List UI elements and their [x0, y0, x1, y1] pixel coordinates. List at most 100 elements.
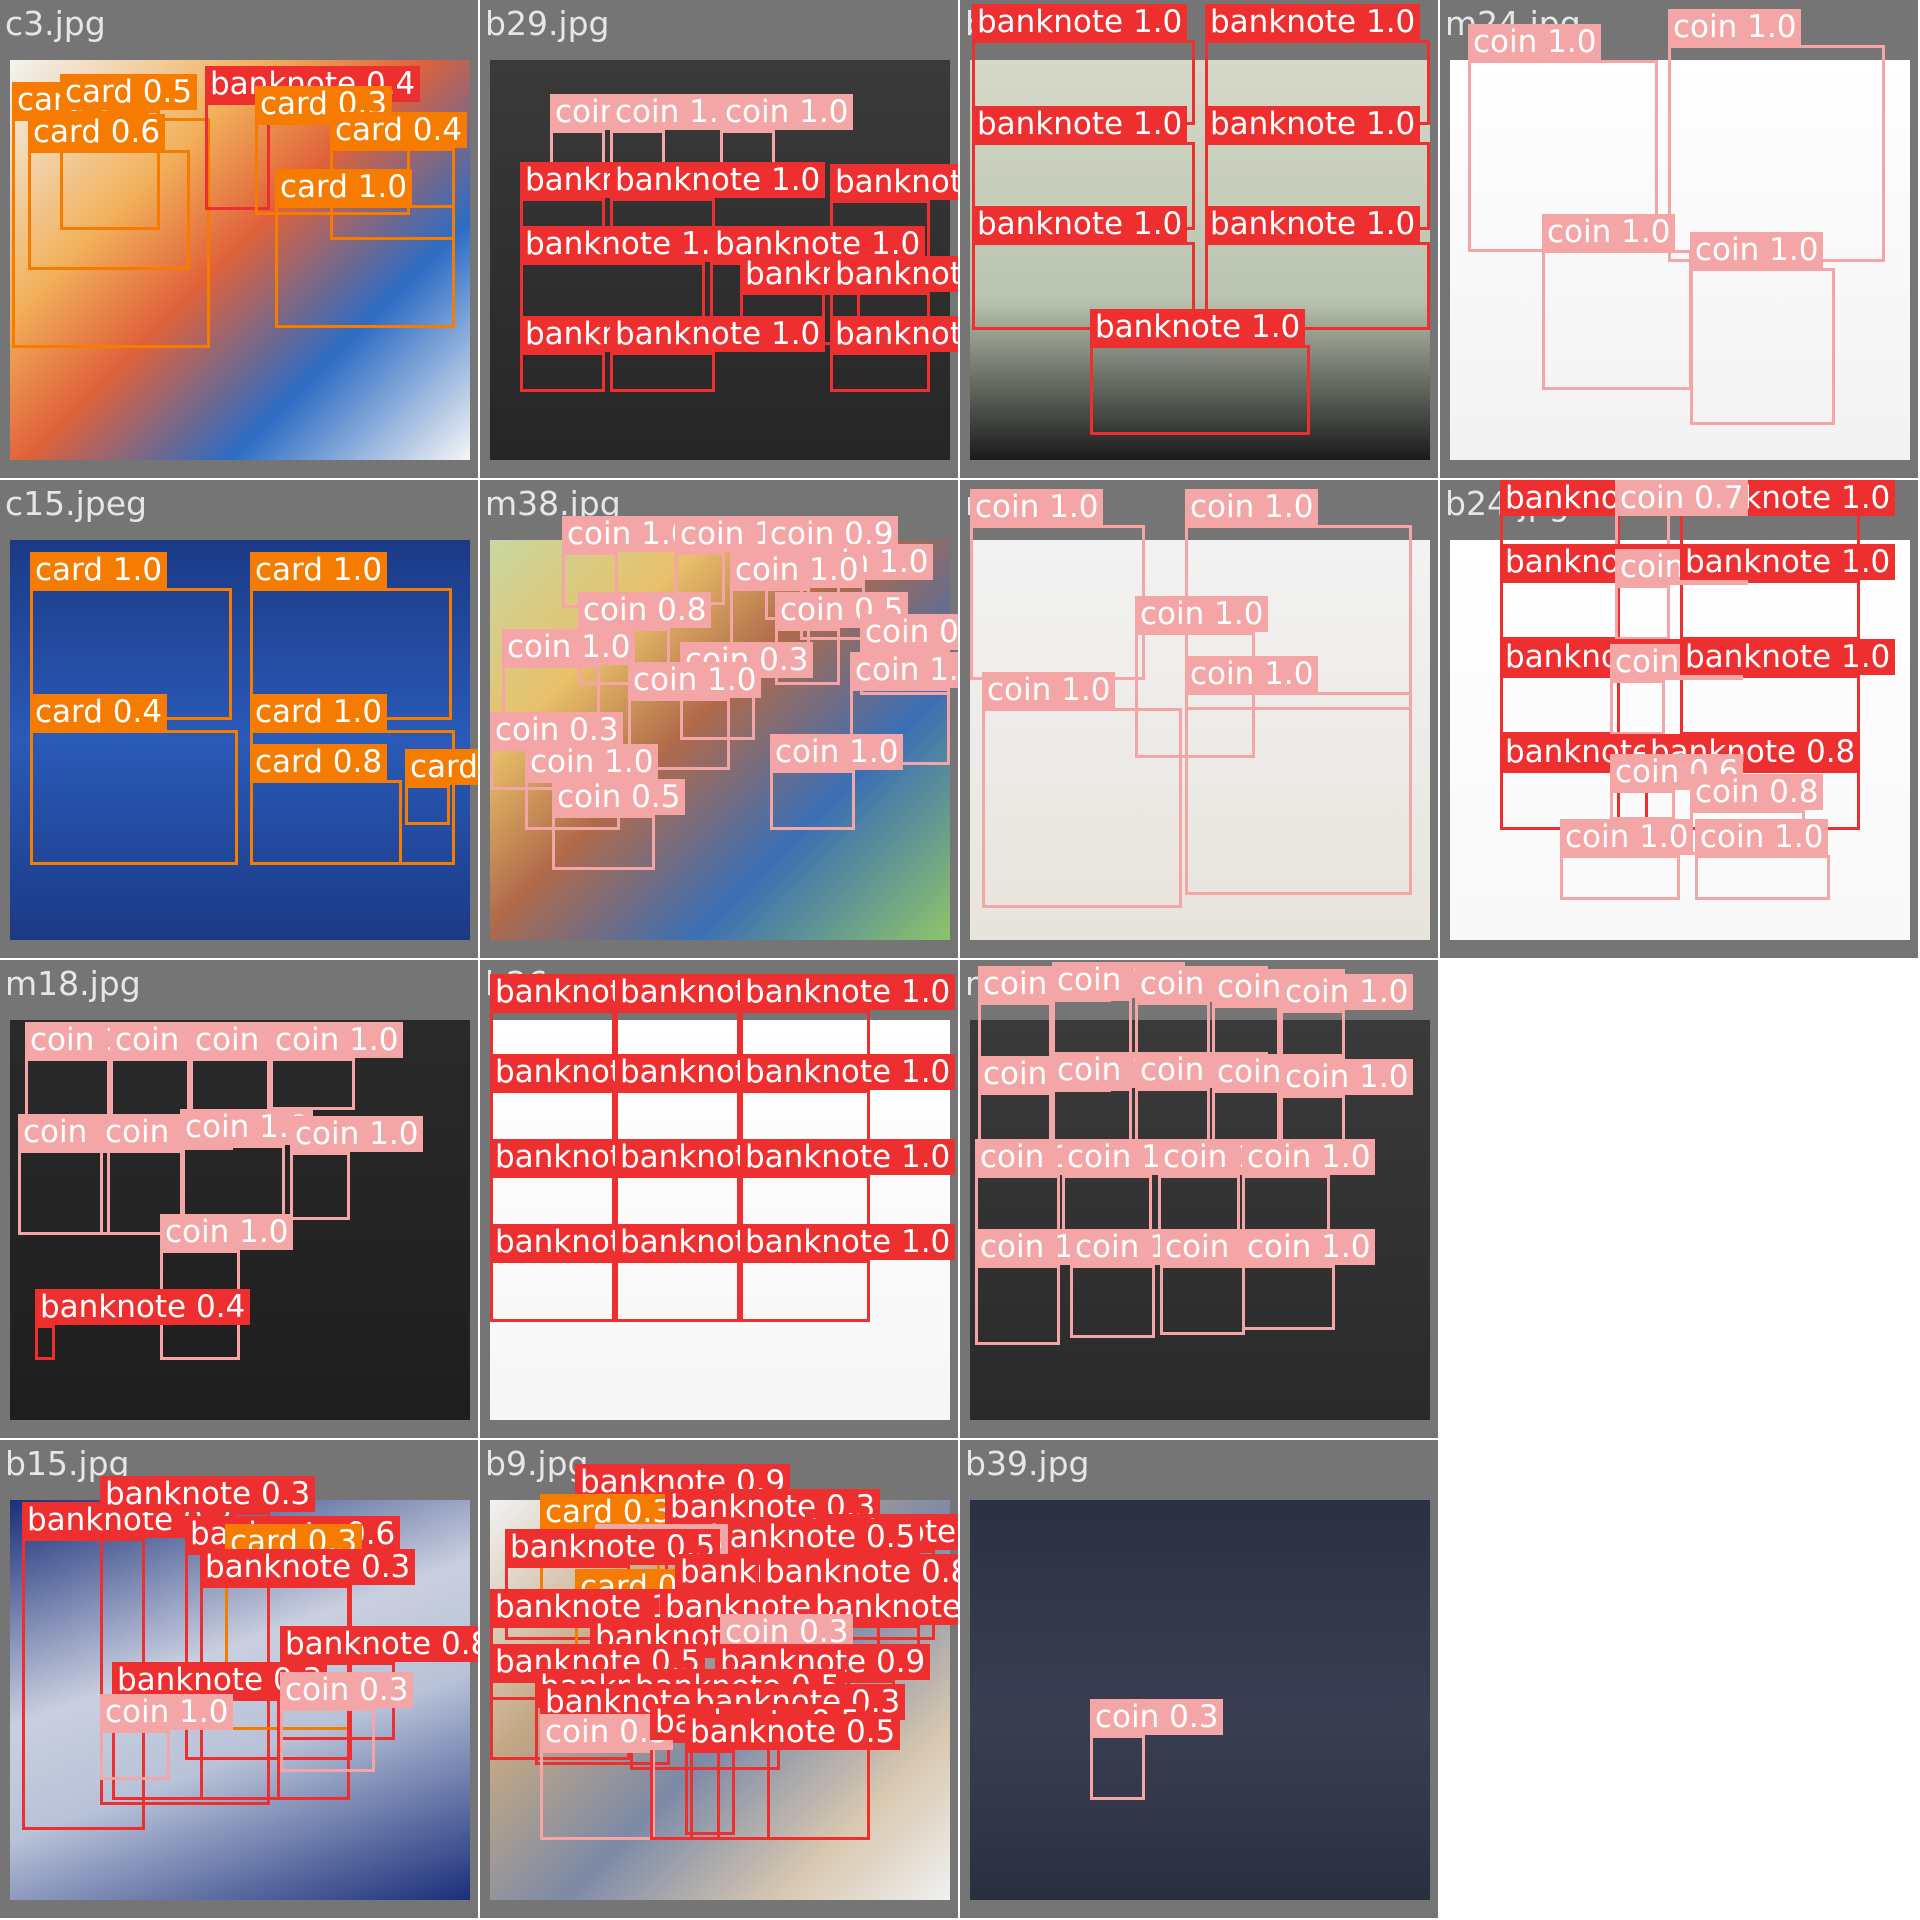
bbox-label: banknote 0.8: [280, 1626, 478, 1662]
bbox-label: coin 1.0: [628, 662, 762, 698]
bbox-label: coin 1.0: [562, 516, 696, 552]
bbox-coin: [770, 770, 855, 830]
bbox-label: coin 1.0: [1242, 1229, 1376, 1265]
bbox-label: coin 0.7: [1615, 480, 1749, 516]
bbox-label: banknote 0.3: [200, 1549, 416, 1585]
bbox-card: [275, 205, 455, 328]
bbox-label: coin 1.0: [1542, 214, 1676, 250]
bbox-banknote: [740, 1260, 870, 1322]
bbox-label: coin 1.0: [1242, 1139, 1376, 1175]
bbox-label: card 0.4: [30, 694, 168, 730]
bbox-label: banknote 0.8: [1645, 734, 1861, 770]
bbox-coin: [1185, 692, 1412, 895]
bbox-label: coin 0.3: [280, 1672, 414, 1708]
bbox-banknote: [520, 262, 705, 320]
bbox-coin: [970, 525, 1145, 680]
bbox-label: coin 1.0: [270, 1022, 404, 1058]
bbox-banknote: [685, 1750, 735, 1835]
bbox-label: banknote 1.0: [830, 316, 958, 352]
bbox-coin: [1542, 250, 1692, 390]
bbox-banknote: [830, 352, 930, 392]
bbox-label: banknote 1.0: [1680, 544, 1896, 580]
bbox-label: coin 1.0: [770, 734, 904, 770]
bbox-coin: [540, 1750, 655, 1840]
bbox-label: banknote 1.0: [740, 974, 956, 1010]
bbox-label: coin 1.0: [1185, 489, 1319, 525]
bbox-banknote: [490, 1260, 615, 1322]
image-filename: m18.jpg: [5, 964, 141, 1003]
bbox-card: [405, 785, 450, 825]
bbox-banknote: [205, 102, 270, 210]
bbox-banknote: [1205, 242, 1430, 330]
bbox-label: coin 1.0: [1468, 24, 1602, 60]
bbox-banknote: [1090, 345, 1310, 435]
tile-b39-jpg: b39.jpg coin 0.3: [960, 1440, 1438, 1918]
bbox-coin: [552, 815, 655, 870]
bbox-banknote: [1500, 580, 1620, 640]
tile-m38-jpg: m38.jpg coin 1.0 coin 1.0 coin 0.9 coin 1.0 c…: [480, 480, 958, 958]
bbox-label: banknote 1.0: [740, 1224, 956, 1260]
bbox-label: card 1.0: [250, 694, 388, 730]
bbox-label: banknote 1.0: [1205, 206, 1421, 242]
bbox-label: banknote 0.3: [100, 1476, 316, 1512]
bbox-label: coin 0.5: [540, 1714, 674, 1750]
bbox-label: coin 0.5: [552, 779, 686, 815]
bbox-label: coin 1.0: [1280, 1059, 1414, 1095]
tile-b9-jpg: b9.jpg banknote 0.9 card 0.3 banknote 0.3 ba…: [480, 1440, 958, 1918]
bbox-banknote: [1680, 580, 1860, 640]
tile-c15-jpeg: c15.jpeg card 1.0 card 1.0 card 0.4 card 1.0…: [0, 480, 478, 958]
bbox-coin: [100, 1730, 170, 1780]
bbox-banknote: [972, 242, 1195, 330]
bbox-label: coin 1.0: [525, 744, 659, 780]
bbox-label: coin 1.0: [850, 652, 958, 688]
bbox-label: banknote 1.0: [810, 1589, 958, 1625]
bbox-coin: [180, 1145, 285, 1225]
bbox-label: card 1.0: [30, 552, 168, 588]
bbox-coin: [280, 1708, 375, 1772]
bbox-label: card 1.0: [250, 552, 388, 588]
bbox-label: banknote 0.5: [705, 1519, 921, 1555]
bbox-coin: [1610, 680, 1665, 735]
bbox-coin: [975, 1265, 1060, 1345]
bbox-label: banknote 1.0: [1205, 106, 1421, 142]
bbox-label: coin 1.0: [100, 1694, 234, 1730]
bbox-label: coin 0.5: [775, 592, 909, 628]
bbox-label: coin 0.3: [1090, 1699, 1224, 1735]
bbox-label: coin 0.8: [1690, 774, 1824, 810]
bbox-label: coin 1.0: [1560, 819, 1694, 855]
bbox-label: card 0.6: [28, 114, 166, 150]
bbox-label: coin 1.0: [1668, 9, 1802, 45]
bbox-label: coin 1.0: [1135, 596, 1269, 632]
tile-m18-jpg: m18.jpg coin 1.0 coin 1.0 coin 1.0 coin 1.0 c…: [0, 960, 478, 1438]
bbox-label: coin 1.0: [290, 1116, 424, 1152]
bbox-coin: [1242, 1265, 1335, 1330]
bbox-label: coin 1.0: [1280, 974, 1414, 1010]
bbox-banknote: [610, 352, 715, 392]
bbox-label: banknote 1.0: [740, 1139, 956, 1175]
bbox-label: coin 0.8: [578, 592, 712, 628]
bbox-coin: [1695, 855, 1830, 900]
bbox-label: banknote 0.4: [35, 1289, 251, 1325]
bbox-coin: [1160, 1265, 1245, 1335]
bbox-label: banknote 1.0: [1090, 309, 1306, 345]
bbox-banknote: [35, 1325, 55, 1360]
tile-empty: [1440, 960, 1918, 1438]
bbox-label: banknote 1.0: [740, 1054, 956, 1090]
bbox-label: banknote 0.8: [760, 1554, 958, 1590]
bbox-coin: [1135, 632, 1255, 758]
bbox-label: coin 0.3: [490, 712, 624, 748]
bbox-label: banknote 1.0: [972, 106, 1188, 142]
bbox-label: card 0.5: [60, 74, 198, 110]
bbox-coin: [628, 698, 730, 770]
image-filename: b9.jpg: [485, 1444, 589, 1483]
bbox-coin: [1615, 585, 1670, 640]
